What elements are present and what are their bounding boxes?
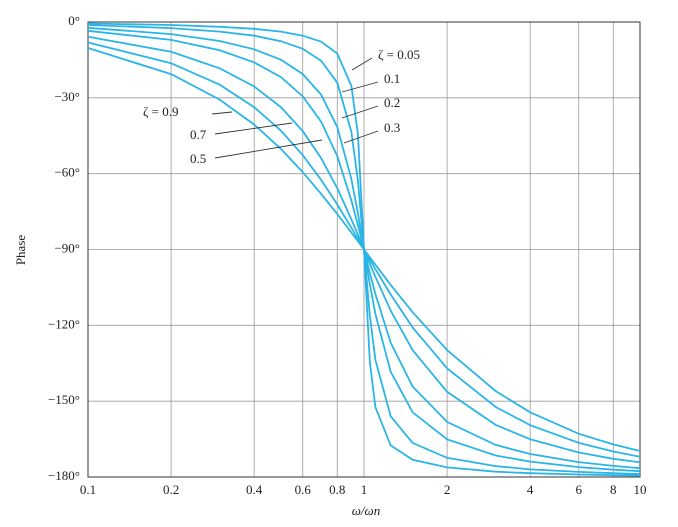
x-tick-label: 0.4	[246, 482, 263, 497]
y-tick-label: −90°	[54, 240, 80, 255]
leader-line	[214, 122, 293, 135]
curve-label: 0.3	[384, 120, 400, 135]
leader-line	[341, 81, 379, 93]
y-tick-label: 0°	[68, 13, 80, 28]
leader-line	[214, 139, 323, 159]
curve-label: 0.5	[190, 151, 206, 166]
y-tick-label: −120°	[48, 316, 80, 331]
y-tick-label: −30°	[54, 89, 80, 104]
x-tick-label: 0.1	[80, 482, 96, 497]
x-tick-label: 2	[444, 482, 451, 497]
x-tick-label: 0.6	[295, 482, 312, 497]
curve-label: 0.2	[384, 95, 400, 110]
curve-label: 0.7	[190, 127, 207, 142]
curve-label: ζ = 0.9	[143, 104, 178, 119]
x-tick-label: 6	[576, 482, 583, 497]
leader-line	[341, 105, 379, 119]
x-tick-label: 8	[610, 482, 617, 497]
plot-frame	[87, 21, 641, 478]
leader-line	[351, 57, 373, 71]
y-axis-label: Phase	[13, 235, 28, 266]
curve-label: 0.1	[384, 71, 400, 86]
x-tick-label: 10	[634, 482, 647, 497]
x-tick-label: 0.2	[163, 482, 179, 497]
leader-line	[343, 130, 379, 144]
curve-label: ζ = 0.05	[378, 47, 420, 62]
y-tick-label: −150°	[48, 392, 80, 407]
leader-line	[211, 111, 233, 115]
y-tick-label: −180°	[48, 468, 80, 483]
x-tick-label: 4	[527, 482, 534, 497]
phase-curve	[87, 47, 641, 452]
y-tick-label: −60°	[54, 165, 80, 180]
x-axis-label: ω/ωn	[352, 503, 380, 518]
x-tick-label: 0.8	[329, 482, 345, 497]
x-tick-label: 1	[361, 482, 368, 497]
